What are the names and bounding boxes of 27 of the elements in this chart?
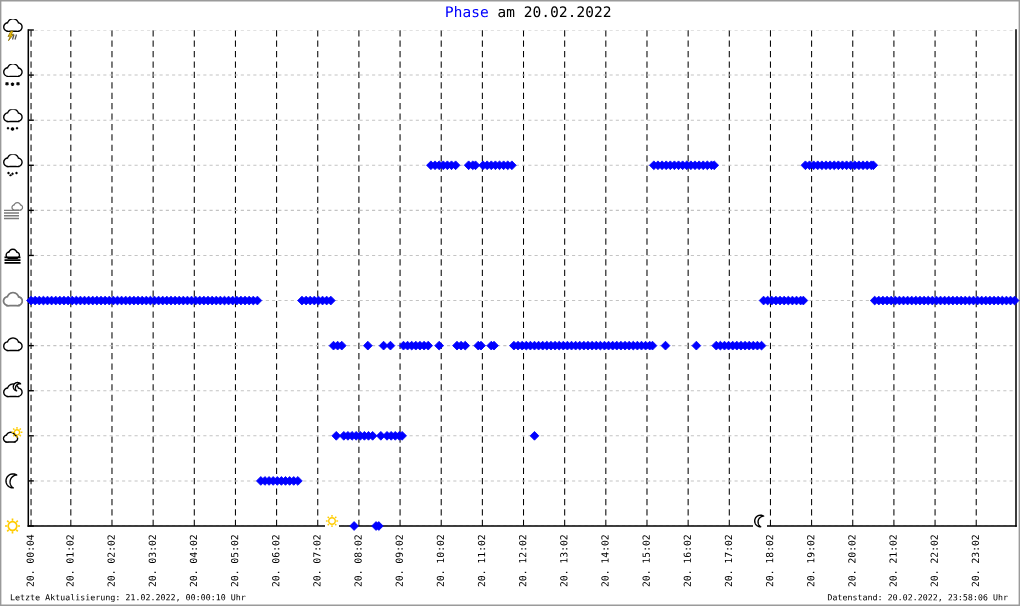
x-tick-label: 20. 11:02	[477, 535, 486, 587]
x-tick-label: 20. 18:02	[765, 535, 774, 587]
x-tick-label: 20. 09:02	[395, 535, 403, 587]
x-tick-label: 20. 17:02	[724, 535, 733, 587]
x-tick-label: 20. 21:02	[889, 535, 897, 587]
text: Datenstand: 20.02.2022, 23:58:06 Uhr	[827, 593, 1008, 602]
chart-title: Phase am 20.02.2022	[446, 5, 611, 18]
x-tick-label: 20. 22:02	[930, 535, 938, 587]
x-tick-label: 20. 08:02	[354, 535, 362, 587]
x-tick-label: 20. 13:02	[560, 535, 568, 587]
x-tick-label: 20. 19:02	[807, 535, 815, 587]
x-tick-label: 20. 04:02	[189, 535, 198, 587]
x-tick-label: 20. 03:02	[148, 535, 156, 587]
x-tick-label: 20. 12:02	[519, 535, 527, 587]
x-tick-label: 20. 15:02	[642, 535, 650, 587]
x-tick-label: 20. 05:02	[230, 535, 239, 587]
x-tick-label: 20. 20:02	[848, 535, 856, 587]
x-tick-label: 20. 10:02	[436, 535, 445, 587]
x-tick-label: 20. 00:04	[26, 534, 34, 587]
x-tick-label: 20. 02:02	[107, 535, 115, 587]
x-tick-label: 20. 16:02	[683, 535, 691, 587]
x-tick-label: 20. 07:02	[313, 535, 321, 587]
text: Letzte Aktualisierung: 21.02.2022, 00:00:10 Uhr	[10, 593, 246, 603]
x-tick-label: 20. 23:02	[971, 535, 980, 587]
x-tick-label: 20. 06:02	[272, 535, 280, 587]
x-tick-label: 20. 14:02	[601, 535, 609, 587]
x-tick-label: 20. 01:02	[66, 535, 74, 587]
